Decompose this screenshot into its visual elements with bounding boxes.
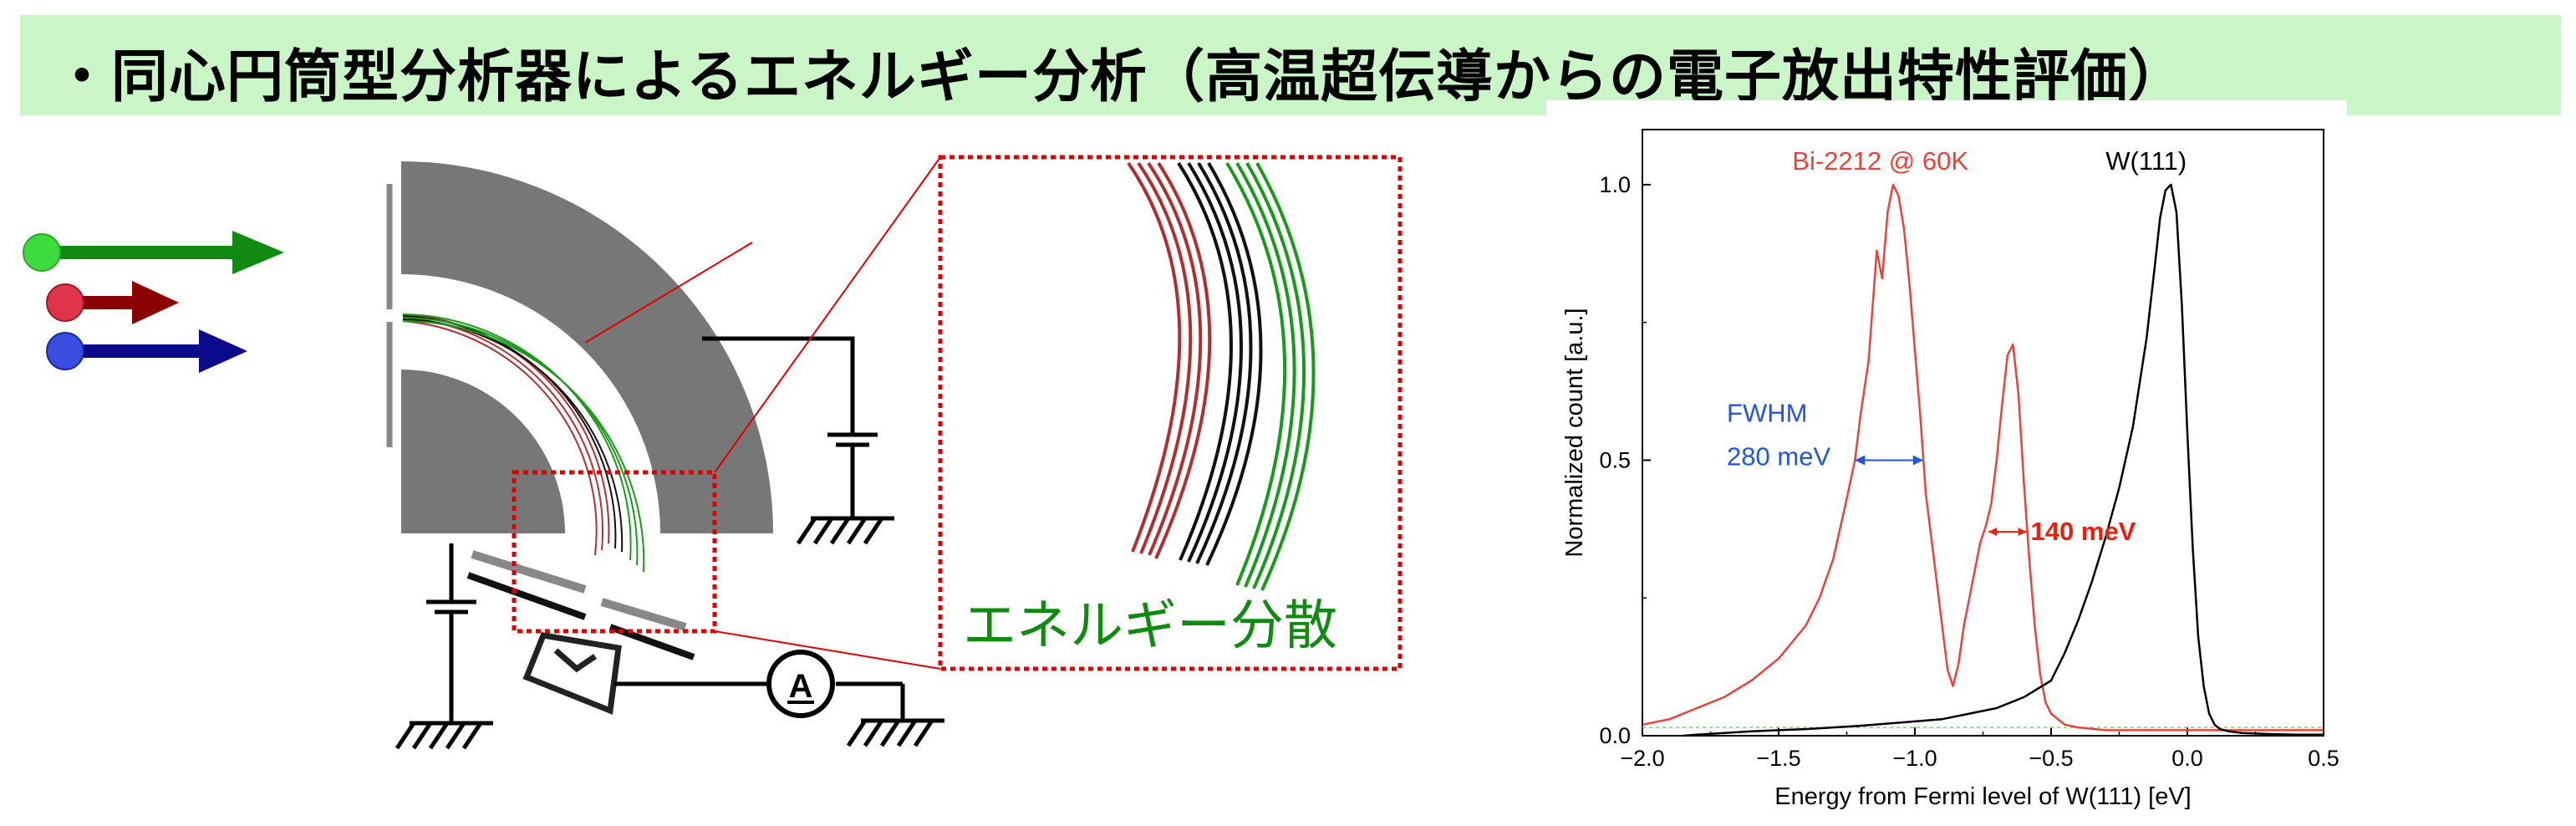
y-axis: 0.0 0.5 1.0 bbox=[1599, 172, 1651, 748]
x-tick-label: 0.0 bbox=[2171, 746, 2203, 771]
y-tick-label: 1.0 bbox=[1599, 172, 1631, 197]
fwhm-markers bbox=[1855, 455, 2027, 537]
spectrum-plot-svg: −2.0 −1.5 −1.0 −0.5 0.0 0.5 0.0 0.5 1.0 Energy … bbox=[1561, 129, 2339, 810]
ammeter-circuit bbox=[614, 681, 944, 747]
x-axis-title: Energy from Fermi level of W(111) [eV] bbox=[1774, 783, 2192, 810]
fwhm-narrow-arrowhead-left bbox=[1988, 528, 1998, 537]
series-label-bi2212: Bi-2212 @ 60K bbox=[1792, 146, 1968, 176]
outer-electrode-circuit bbox=[702, 336, 894, 545]
ammeter-icon: A bbox=[766, 650, 835, 718]
fwhm-wide-arrowhead-left bbox=[1855, 455, 1866, 466]
spectrum-chart: −2.0 −1.5 −1.0 −0.5 0.0 0.5 0.0 0.5 1.0 Energy … bbox=[1546, 100, 2347, 821]
x-tick-label: −1.5 bbox=[1756, 746, 1800, 771]
plot-border bbox=[1642, 129, 2324, 737]
analyzer-diagram: A エネルギー分散 bbox=[23, 155, 1403, 750]
y-tick-label: 0.0 bbox=[1599, 723, 1631, 748]
fwhm-value-wide: 280 meV bbox=[1727, 441, 1830, 471]
exit-slit-plates bbox=[466, 550, 695, 660]
zoomed-trajectories bbox=[1127, 161, 1316, 591]
fwhm-narrow-arrowhead-right bbox=[2018, 528, 2027, 537]
x-tick-label: 0.5 bbox=[2308, 746, 2339, 771]
x-axis: −2.0 −1.5 −1.0 −0.5 0.0 0.5 bbox=[1620, 727, 2339, 771]
beam-green-arrow bbox=[23, 231, 284, 274]
outer-electrode bbox=[401, 161, 773, 533]
beam-red-arrow bbox=[46, 281, 179, 324]
ammeter-label: A bbox=[789, 668, 813, 705]
zoom-connector-top bbox=[714, 156, 941, 473]
pointer-line bbox=[584, 242, 753, 344]
x-tick-label: −1.0 bbox=[1892, 746, 1937, 771]
entrance-plates bbox=[386, 184, 405, 447]
zoom-inset-frame bbox=[938, 155, 1403, 671]
y-axis-title: Normalized count [a.u.] bbox=[1561, 308, 1588, 557]
x-tick-label: −0.5 bbox=[2029, 746, 2073, 771]
faraday-cup bbox=[522, 632, 622, 715]
fwhm-wide-arrowhead-right bbox=[1912, 455, 1923, 466]
series-line-bi2212 bbox=[1642, 183, 2324, 732]
inner-electrode bbox=[401, 370, 565, 533]
incoming-electron-beams bbox=[23, 231, 284, 373]
beam-blue-arrow bbox=[46, 329, 247, 373]
y-tick-label: 0.5 bbox=[1599, 447, 1631, 472]
zoom-connector-bottom bbox=[714, 630, 941, 670]
plot-frame bbox=[1642, 129, 2324, 737]
electron-trajectories bbox=[402, 314, 645, 573]
series-line-w111 bbox=[1683, 183, 2324, 737]
fwhm-label: FWHM bbox=[1727, 398, 1807, 427]
dispersion-label: エネルギー分散 bbox=[963, 595, 1337, 657]
fwhm-value-narrow: 140 meV bbox=[2031, 517, 2136, 546]
series-lines bbox=[1642, 183, 2324, 737]
inner-electrode-circuit bbox=[395, 543, 493, 750]
title-banner: ・同心円筒型分析器によるエネルギー分析（高温超伝導からの電子放出特性評価） bbox=[20, 15, 2561, 115]
page-title: ・同心円筒型分析器によるエネルギー分析（高温超伝導からの電子放出特性評価） bbox=[53, 44, 2186, 110]
x-tick-label: −2.0 bbox=[1620, 746, 1664, 771]
zoom-region-marker bbox=[512, 470, 717, 634]
series-label-w111: W(111) bbox=[2105, 146, 2187, 176]
